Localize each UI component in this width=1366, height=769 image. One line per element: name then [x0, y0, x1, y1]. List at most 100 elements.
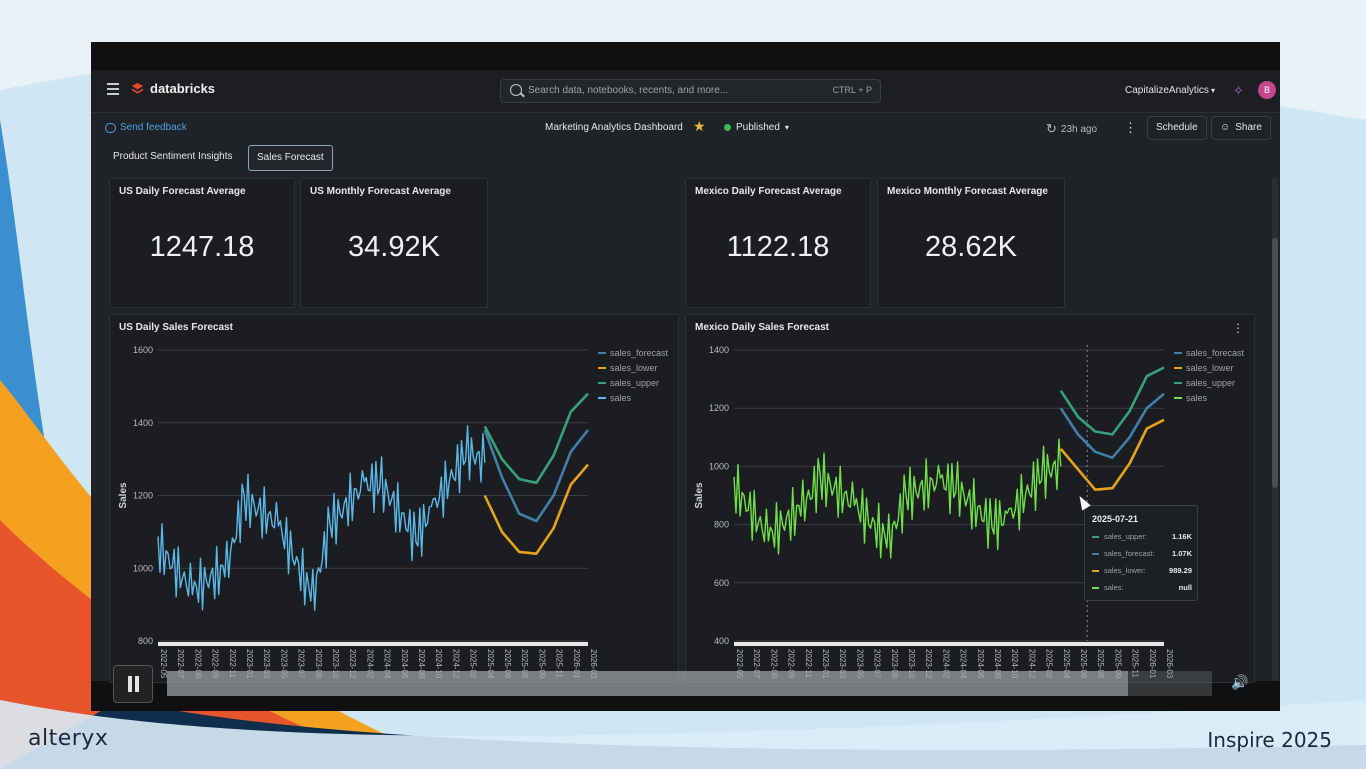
kpi-value: 1247.18 — [149, 231, 255, 263]
top-bar: databricks Search data, notebooks, recen… — [91, 70, 1280, 113]
feedback-label: Send feedback — [120, 122, 187, 133]
event-label: Inspire 2025 — [1207, 728, 1332, 752]
chart-title: Mexico Daily Sales Forecast — [695, 322, 829, 333]
volume-icon[interactable]: 🔊 — [1231, 674, 1249, 690]
x-tick-label: 2022-07 — [176, 649, 185, 679]
tooltip-value: null — [1178, 583, 1192, 592]
chart-title: US Daily Sales Forecast — [119, 322, 233, 333]
databricks-logo[interactable]: databricks — [131, 81, 215, 96]
x-tick-label: 2024-02 — [365, 649, 374, 679]
last-refreshed: 23h ago — [1060, 123, 1098, 135]
dashboard-title: Marketing Analytics Dashboard — [545, 122, 683, 133]
tooltip-value: 1.16K — [1171, 532, 1192, 541]
x-tick-label: 2022-11 — [804, 649, 813, 678]
publish-status-dropdown[interactable]: Published ▾ — [724, 122, 789, 133]
databricks-app: databricks Search data, notebooks, recen… — [91, 70, 1280, 683]
tooltip-label: sales: — [1104, 583, 1124, 592]
x-tick-label: 2024-08 — [993, 649, 1002, 679]
share-label: Share — [1235, 122, 1262, 133]
tooltip-row: sales: null — [1092, 582, 1192, 594]
video-player-controls: 🔊 — [91, 664, 1280, 711]
x-tick-label: 2022-07 — [752, 649, 761, 679]
avatar[interactable]: B — [1258, 81, 1276, 99]
x-tick-label: 2023-10 — [331, 649, 340, 679]
video-progress-fill — [167, 671, 1129, 696]
chart-svg: 800 1000 1200 1400 1600 Sales 2022-05 2022-07 20… — [118, 345, 669, 679]
legend-swatch — [1092, 553, 1099, 555]
series-line-sales-forecast — [1059, 392, 1165, 459]
tooltip-row: sales_upper: 1.16K — [1092, 531, 1192, 543]
kpi-title: US Monthly Forecast Average — [310, 186, 451, 197]
tooltip-value: 1.07K — [1171, 549, 1192, 558]
y-tick-label: 1400 — [133, 418, 153, 428]
x-tick-label: 2024-06 — [400, 649, 409, 679]
x-tick-label: 2025-04 — [1062, 649, 1071, 679]
x-tick-label: 2023-05 — [855, 649, 864, 679]
schedule-button[interactable]: Schedule — [1147, 116, 1207, 140]
scrollbar[interactable] — [1272, 178, 1278, 681]
x-tick-label: 2022-05 — [159, 649, 168, 679]
y-tick-label: 1400 — [709, 345, 729, 355]
send-feedback-link[interactable]: Send feedback — [105, 122, 187, 133]
x-tick-label: 2022-08 — [769, 649, 778, 679]
more-options-icon[interactable]: ⋮ — [1124, 120, 1137, 135]
x-tick-label: 2023-03 — [838, 649, 847, 679]
share-people-icon: ☺ — [1220, 122, 1231, 133]
series-line-sales-lower — [483, 463, 589, 555]
x-axis-range-bar — [734, 642, 1164, 646]
chevron-down-icon: ▾ — [1210, 86, 1215, 95]
tooltip-label: sales_forecast: — [1104, 549, 1155, 558]
kpi-title: Mexico Daily Forecast Average — [695, 186, 842, 197]
tab-sales-forecast[interactable]: Sales Forecast — [248, 145, 333, 171]
kpi-value: 34.92K — [348, 231, 440, 263]
kpi-title: Mexico Monthly Forecast Average — [887, 186, 1048, 197]
kpi-value: 28.62K — [925, 231, 1017, 263]
logo-text: databricks — [150, 81, 216, 96]
share-button[interactable]: ☺ Share — [1211, 116, 1271, 140]
scrollbar-thumb[interactable] — [1272, 238, 1278, 488]
menu-icon[interactable] — [107, 83, 119, 95]
x-tick-label: 2022-09 — [787, 649, 796, 679]
video-progress-bar[interactable] — [167, 671, 1212, 696]
y-axis-label: Sales — [694, 482, 705, 509]
x-tick-label: 2023-07 — [297, 649, 306, 679]
favorite-star-icon[interactable]: ★ — [693, 118, 706, 134]
x-tick-label: 2025-09 — [1113, 649, 1122, 679]
x-tick-label: 2023-01 — [821, 649, 830, 679]
x-tick-label: 2023-05 — [279, 649, 288, 679]
x-tick-label: 2023-03 — [262, 649, 271, 679]
y-tick-label: 600 — [714, 578, 729, 588]
x-axis-range-bar — [158, 642, 588, 646]
x-tick-label: 2022-11 — [228, 649, 237, 678]
x-tick-label: 2025-08 — [520, 649, 529, 679]
x-tick-label: 2023-10 — [907, 649, 916, 679]
x-tick-label: 2025-11 — [555, 649, 564, 678]
legend-label: sales_forecast — [610, 348, 669, 358]
dashboard-header: Send feedback Marketing Analytics Dashbo… — [91, 113, 1280, 143]
x-tick-label: 2022-08 — [193, 649, 202, 679]
x-tick-label: 2024-12 — [451, 649, 460, 679]
x-tick-label: 2023-08 — [890, 649, 899, 679]
x-tick-label: 2023-12 — [348, 649, 357, 679]
tooltip-value: 989.29 — [1169, 566, 1192, 575]
tooltip-label: sales_lower: — [1104, 566, 1146, 575]
video-frame: databricks Search data, notebooks, recen… — [91, 42, 1280, 711]
chart-menu-icon[interactable]: ⋮ — [1232, 321, 1244, 335]
y-tick-label: 1600 — [133, 345, 153, 355]
tab-product-sentiment-insights[interactable]: Product Sentiment Insights — [113, 151, 233, 162]
search-input[interactable]: Search data, notebooks, recents, and mor… — [500, 79, 881, 103]
x-tick-label: 2025-02 — [469, 649, 478, 679]
feedback-bubble-icon — [105, 122, 116, 133]
kpi-title: US Daily Forecast Average — [119, 186, 246, 197]
y-tick-label: 800 — [714, 520, 729, 530]
assistant-sparkle-icon[interactable]: ✧ — [1233, 83, 1244, 98]
pause-button[interactable] — [113, 665, 153, 703]
refresh-icon: ↻ — [1046, 121, 1057, 136]
refresh-button[interactable]: ↻ 23h ago — [1046, 121, 1097, 137]
legend-label: sales — [610, 393, 632, 403]
series-line-sales-upper — [483, 392, 589, 485]
x-tick-label: 2025-09 — [537, 649, 546, 679]
tooltip-label: sales_upper: — [1104, 532, 1147, 541]
search-icon — [510, 84, 522, 96]
workspace-switcher[interactable]: CapitalizeAnalytics ▾ — [1125, 85, 1215, 96]
